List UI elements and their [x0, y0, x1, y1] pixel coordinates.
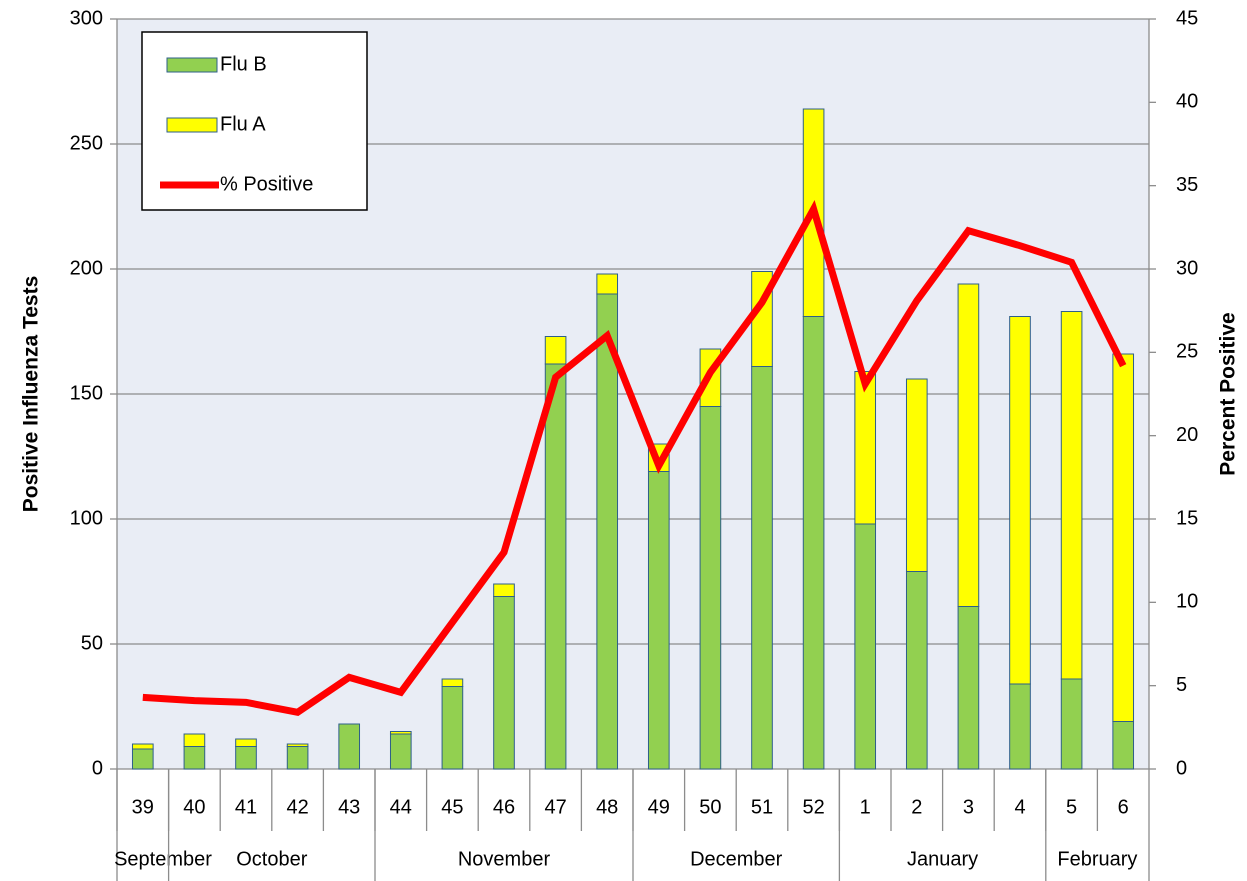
x-tick-label: 50	[699, 796, 721, 818]
x-tick-label: 40	[183, 796, 205, 818]
bar-segment	[596, 273, 619, 295]
x-tick-label: 43	[338, 796, 360, 818]
x-tick-label: 6	[1118, 796, 1129, 818]
bar-segment	[493, 583, 515, 597]
bar-segment	[235, 746, 257, 770]
bar-segment	[1009, 683, 1031, 770]
legend-label: Flu B	[220, 53, 267, 75]
bar-segment	[338, 723, 361, 770]
legend-label: % Positive	[220, 173, 313, 195]
legend-swatch	[166, 57, 218, 73]
y2-tick-label: 40	[1176, 91, 1198, 113]
y-tick-label: 300	[70, 7, 103, 29]
bar-segment	[854, 371, 877, 525]
bar-segment	[441, 678, 464, 687]
bar-segment	[751, 366, 773, 770]
y-tick-label: 0	[92, 757, 103, 779]
bar-segment	[647, 471, 670, 770]
y-tick-label: 150	[70, 382, 103, 404]
bar-segment	[389, 733, 412, 770]
y-axis-title: Positive Influenza Tests	[20, 276, 43, 513]
bar-segment	[544, 336, 567, 365]
y2-tick-label: 10	[1176, 591, 1198, 613]
bar-segment	[957, 283, 980, 607]
bar-segment	[1060, 311, 1083, 680]
legend-label: Flu A	[220, 113, 266, 135]
month-label: December	[690, 848, 783, 870]
x-tick-label: 47	[544, 796, 566, 818]
x-tick-label: 5	[1066, 796, 1077, 818]
bar-segment	[957, 606, 980, 770]
bar-segment	[235, 738, 257, 747]
y-tick-label: 50	[81, 632, 103, 654]
line-series	[142, 199, 1127, 717]
x-tick-label: 48	[596, 796, 618, 818]
bar-segment	[1009, 316, 1031, 685]
bar-segment	[183, 733, 206, 747]
x-tick-label: 45	[441, 796, 463, 818]
x-tick-label: 51	[751, 796, 773, 818]
x-tick-label: 39	[132, 796, 154, 818]
y2-tick-label: 45	[1176, 7, 1198, 29]
x-tick-label: 4	[1014, 796, 1025, 818]
y2-tick-label: 35	[1176, 174, 1198, 196]
month-label: October	[236, 848, 307, 870]
bar-segment	[1060, 678, 1083, 770]
bar-segment	[493, 596, 515, 770]
bar-segment	[1112, 721, 1135, 770]
x-tick-label: 46	[493, 796, 515, 818]
bar-segment	[183, 746, 206, 770]
bar-segment	[389, 731, 412, 735]
month-label: February	[1057, 848, 1137, 870]
bar-segment	[286, 746, 309, 770]
bar-segment	[905, 571, 928, 770]
bar-segment	[544, 363, 567, 770]
bar-segment	[1112, 353, 1135, 722]
bar-segment	[699, 406, 722, 770]
x-tick-label: 42	[286, 796, 308, 818]
x-tick-label: 3	[963, 796, 974, 818]
x-tick-label: 1	[860, 796, 871, 818]
y-tick-label: 250	[70, 132, 103, 154]
bar-segment	[131, 743, 154, 750]
y2-tick-label: 15	[1176, 507, 1198, 529]
y2-tick-label: 25	[1176, 341, 1198, 363]
bar-segment	[596, 293, 619, 770]
bar-segment	[131, 748, 154, 770]
x-tick-label: 49	[648, 796, 670, 818]
x-tick-label: 41	[235, 796, 257, 818]
y2-tick-label: 0	[1176, 757, 1187, 779]
bar-segment	[854, 523, 877, 770]
x-tick-label: 2	[911, 796, 922, 818]
bar-segment	[802, 316, 825, 770]
y-tick-label: 100	[70, 507, 103, 529]
x-tick-label: 44	[390, 796, 412, 818]
y2-tick-label: 20	[1176, 424, 1198, 446]
month-label: January	[907, 848, 978, 870]
legend-swatch	[166, 117, 218, 133]
month-label: September	[114, 848, 212, 870]
y-tick-label: 200	[70, 257, 103, 279]
bar-segment	[905, 378, 928, 572]
x-tick-label: 52	[802, 796, 824, 818]
bar-segment	[441, 686, 464, 770]
month-label: November	[458, 848, 551, 870]
y2-axis-title: Percent Positive	[1217, 312, 1240, 475]
y2-tick-label: 30	[1176, 257, 1198, 279]
y2-tick-label: 5	[1176, 674, 1187, 696]
bar-segment	[286, 743, 309, 747]
